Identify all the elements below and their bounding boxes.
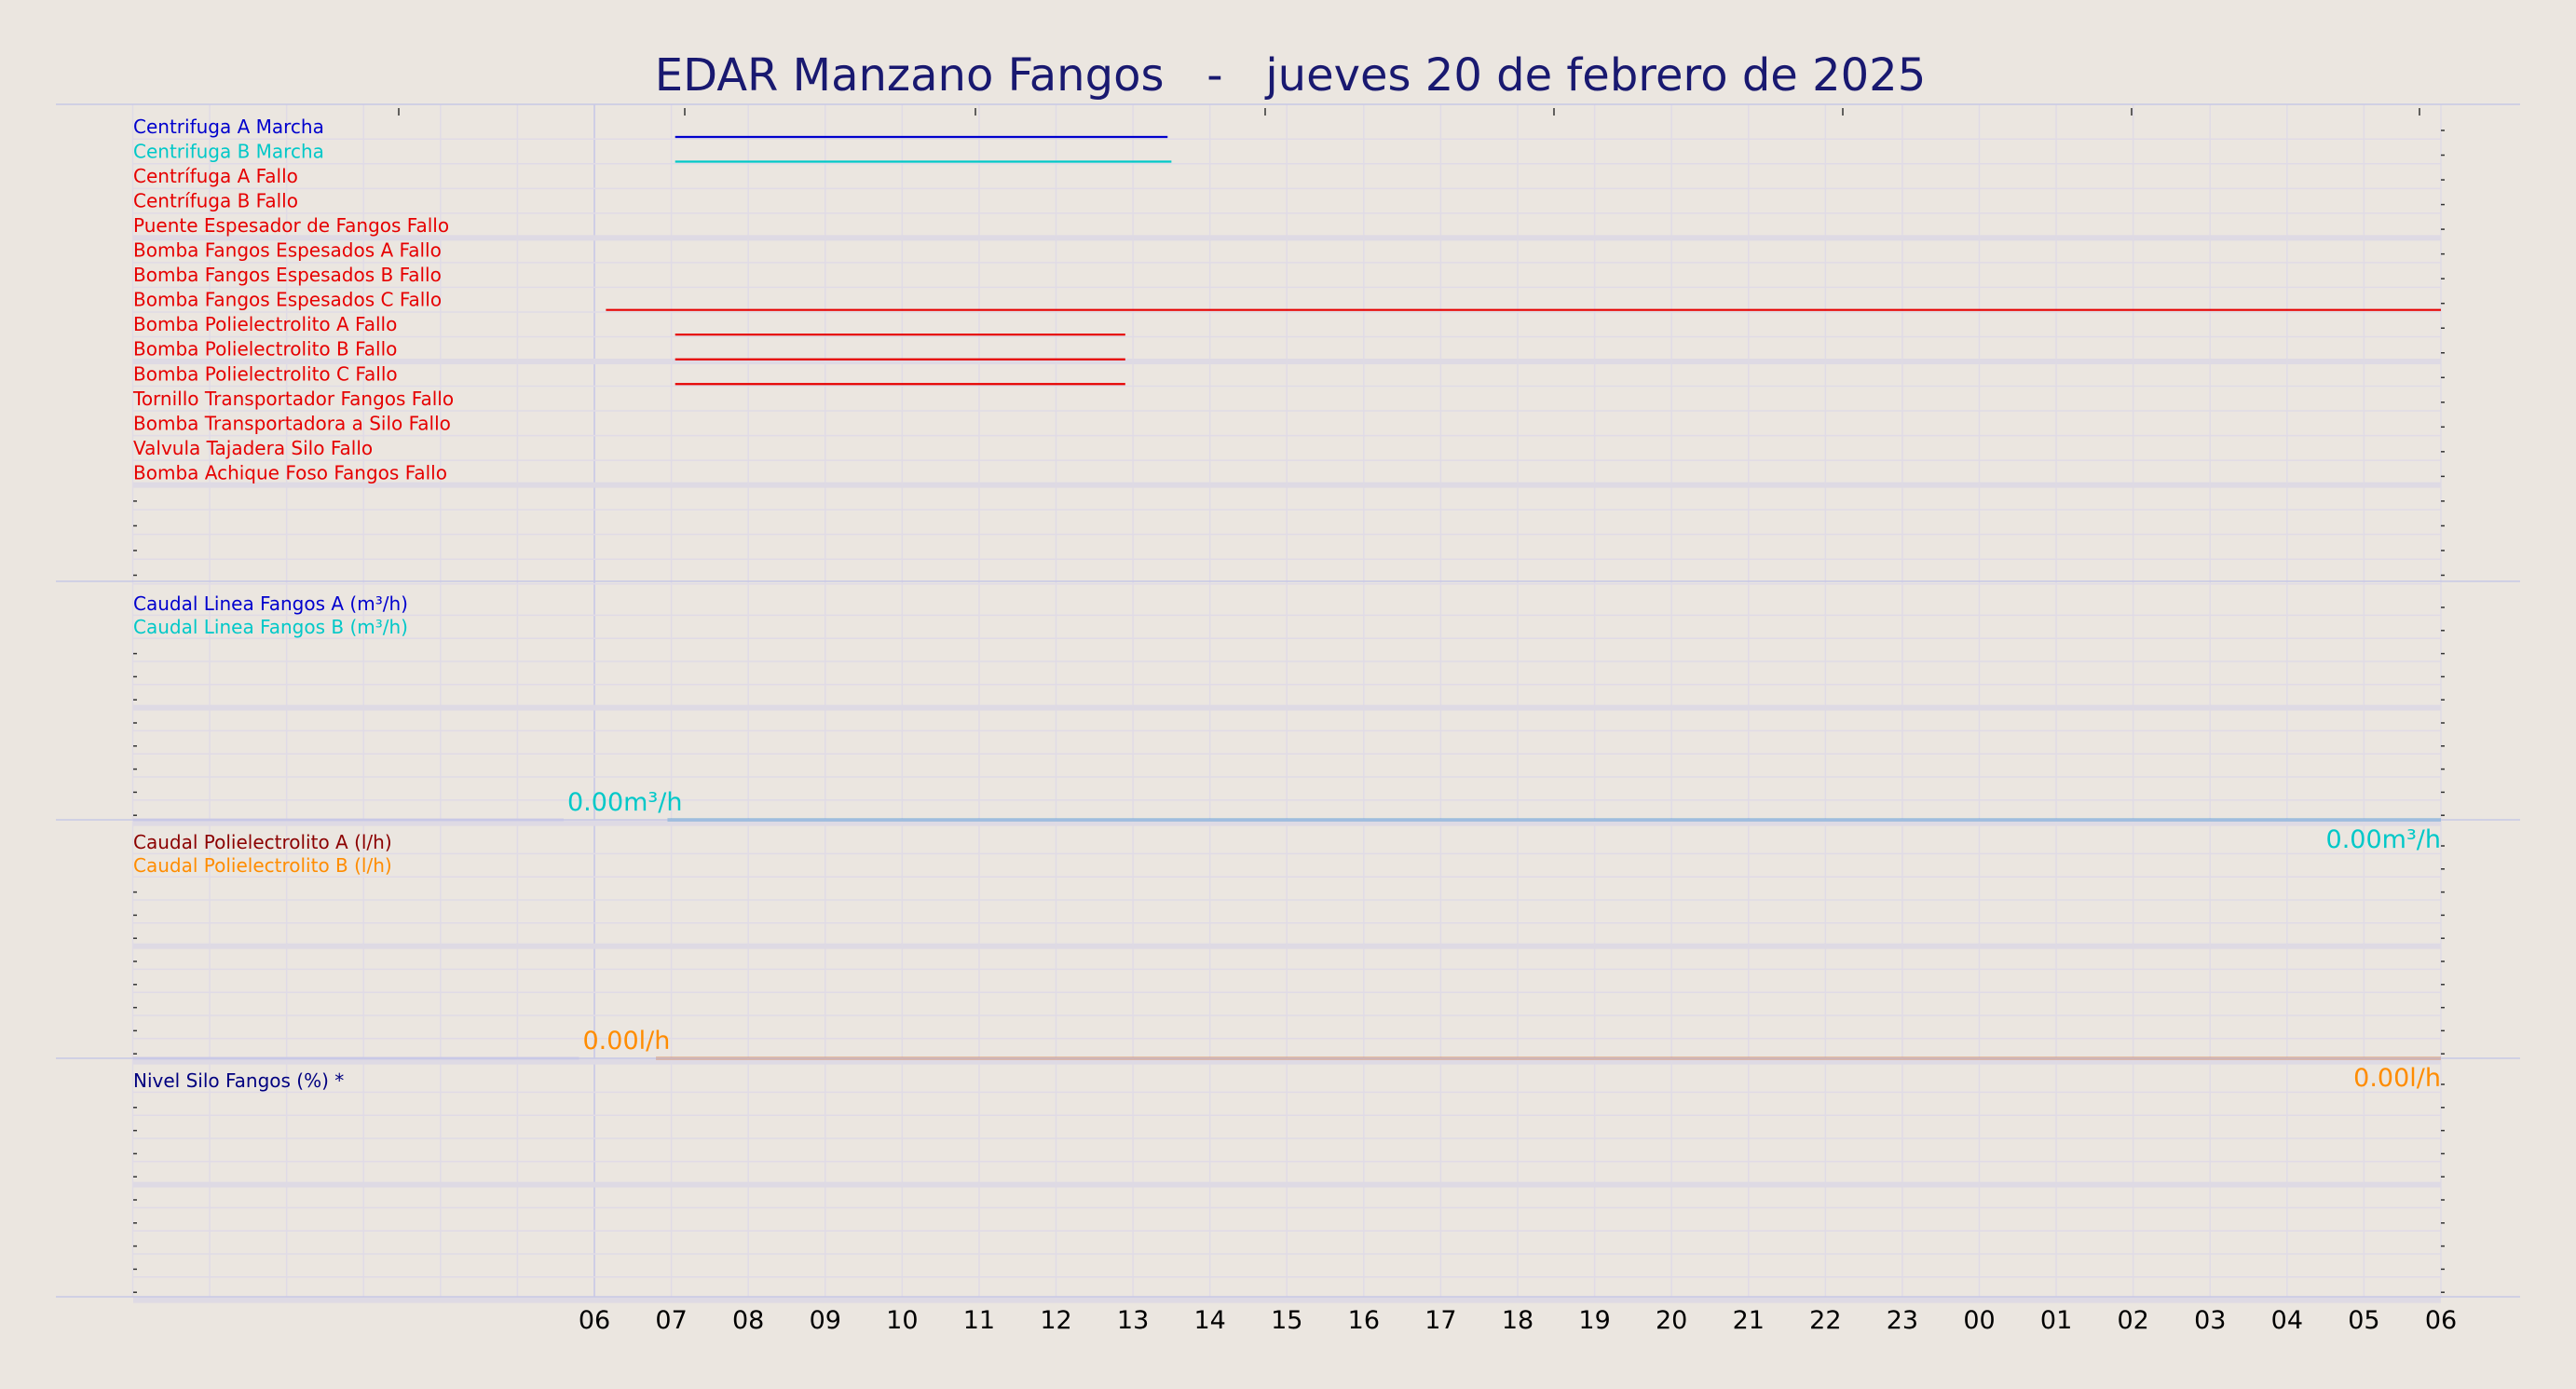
start-value-label: 0.00m³/h <box>567 788 682 817</box>
series-label: Bomba Transportadora a Silo Fallo <box>133 412 451 434</box>
series-label: Caudal Polielectrolito B (l/h) <box>133 854 392 877</box>
end-value-label: 0.00m³/h <box>2326 825 2441 854</box>
grid <box>131 104 2442 1297</box>
series-label: Centrífuga B Fallo <box>133 190 298 212</box>
x-tick-label: 05 <box>2348 1306 2379 1335</box>
x-tick-label: 13 <box>1117 1306 1149 1335</box>
x-tick-label: 12 <box>1040 1306 1071 1335</box>
series-label: Caudal Polielectrolito A (l/h) <box>133 831 392 853</box>
x-tick-label: 02 <box>2117 1306 2148 1335</box>
series-label: Nivel Silo Fangos (%) * <box>133 1069 344 1092</box>
series-label: Bomba Fangos Espesados B Fallo <box>133 264 442 286</box>
x-tick-label: 03 <box>2194 1306 2226 1335</box>
x-tick-label: 18 <box>1502 1306 1533 1335</box>
series-label: Caudal Linea Fangos B (m³/h) <box>133 616 408 638</box>
x-tick-label: 09 <box>810 1306 841 1335</box>
series-label: Bomba Polielectrolito C Fallo <box>133 362 398 385</box>
x-tick-label: 04 <box>2271 1306 2303 1335</box>
chart-title: EDAR Manzano Fangos - jueves 20 de febre… <box>655 49 1926 102</box>
series-label: Bomba Achique Foso Fangos Fallo <box>133 461 447 483</box>
x-tick-label: 20 <box>1656 1306 1687 1335</box>
x-tick-label: 01 <box>2040 1306 2072 1335</box>
x-tick-label: 14 <box>1193 1306 1225 1335</box>
series-label: Centrifuga B Marcha <box>133 141 324 163</box>
end-value-label: 0.00l/h <box>2353 1064 2441 1093</box>
x-axis: 06 07 08 09 10 11 12 13 14 15 16 17 18 19 20 21 22 23 00 01… <box>579 1306 2457 1335</box>
series-label: Centrífuga A Fallo <box>133 165 298 187</box>
x-tick-label: 06 <box>579 1306 610 1335</box>
series-label: Caudal Linea Fangos A (m³/h) <box>133 592 408 615</box>
panel-caudal-poli: Caudal Polielectrolito A (l/h)Caudal Pol… <box>56 819 2520 1093</box>
series-label: Bomba Polielectrolito A Fallo <box>133 313 397 335</box>
series-label: Puente Espesador de Fangos Fallo <box>133 214 449 237</box>
series-label: Valvula Tajadera Silo Fallo <box>133 437 373 459</box>
x-tick-label: 21 <box>1733 1306 1765 1335</box>
x-tick-label: 23 <box>1887 1306 1918 1335</box>
panel-nivel: Nivel Silo Fangos (%) * <box>56 1057 2520 1303</box>
x-tick-label: 22 <box>1809 1306 1841 1335</box>
series-label: Bomba Polielectrolito B Fallo <box>133 338 397 361</box>
x-tick-label: 08 <box>732 1306 764 1335</box>
x-tick-label: 16 <box>1348 1306 1380 1335</box>
x-tick-label: 17 <box>1424 1306 1456 1335</box>
x-tick-label: 19 <box>1578 1306 1610 1335</box>
series-label: Centrifuga A Marcha <box>133 116 324 138</box>
series-label: Tornillo Transportador Fangos Fallo <box>132 388 454 410</box>
series-label: Bomba Fangos Espesados A Fallo <box>133 239 442 262</box>
series-label: Bomba Fangos Espesados C Fallo <box>133 289 442 311</box>
x-tick-label: 15 <box>1271 1306 1302 1335</box>
x-tick-label: 07 <box>655 1306 687 1335</box>
start-value-label: 0.00l/h <box>583 1027 671 1055</box>
x-tick-label: 10 <box>886 1306 918 1335</box>
x-tick-label: 00 <box>1963 1306 1995 1335</box>
x-tick-label: 11 <box>963 1306 995 1335</box>
x-tick-label: 06 <box>2425 1306 2457 1335</box>
